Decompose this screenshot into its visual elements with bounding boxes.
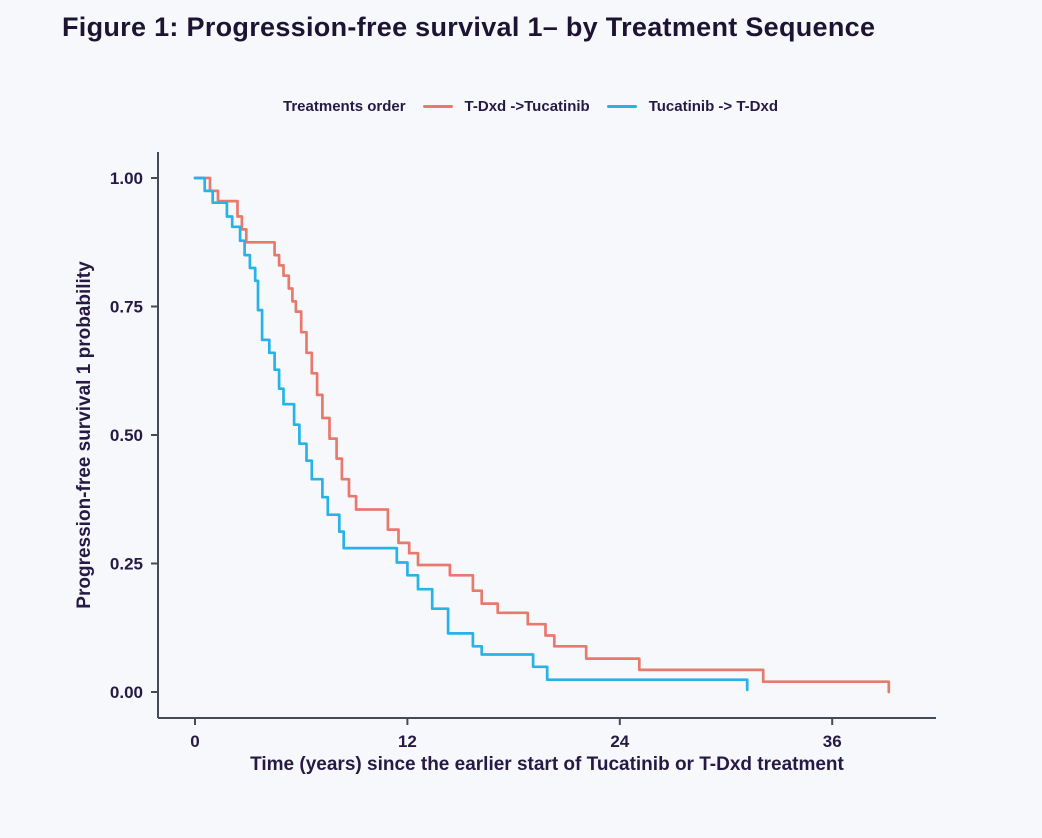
y-tick-label: 0.00 — [110, 683, 143, 702]
x-tick-label: 12 — [398, 732, 417, 751]
x-tick-label: 36 — [823, 732, 842, 751]
figure-title: Figure 1: Progression-free survival 1– b… — [62, 12, 876, 42]
y-tick-label: 0.25 — [110, 555, 143, 574]
survival-curves — [193, 176, 891, 694]
legend-swatch-tucatinib-first-icon — [606, 105, 637, 108]
y-axis-ticks: 1.00 0.75 0.50 0.25 0.00 — [110, 169, 158, 702]
y-axis-label: Progression-free survival 1 probability — [74, 261, 95, 609]
km-curve-tucatinib-first — [193, 176, 749, 692]
legend-swatch-tdxd-first-icon — [422, 105, 453, 108]
chart-legend: Treatments order T-Dxd ->Tucatinib Tucat… — [283, 98, 778, 115]
legend-label-tdxd-first: T-Dxd ->Tucatinib — [464, 98, 590, 115]
y-tick-label: 0.75 — [110, 298, 143, 317]
km-curve-tdxd-first — [193, 176, 891, 694]
x-tick-label: 24 — [610, 732, 629, 751]
y-tick-label: 0.50 — [110, 426, 143, 445]
legend-label-tucatinib-first: Tucatinib -> T-Dxd — [648, 98, 779, 115]
legend-item-tucatinib-first: Tucatinib -> T-Dxd — [606, 98, 779, 115]
x-tick-label: 0 — [190, 732, 199, 751]
legend-item-tdxd-first: T-Dxd ->Tucatinib — [422, 98, 590, 115]
y-tick-label: 1.00 — [110, 169, 143, 188]
legend-title: Treatments order — [283, 98, 406, 115]
x-axis-ticks: 0 12 24 36 — [190, 718, 842, 751]
axis-lines — [157, 152, 936, 719]
x-axis-label: Time (years) since the earlier start of … — [250, 754, 844, 775]
axes — [157, 152, 936, 719]
